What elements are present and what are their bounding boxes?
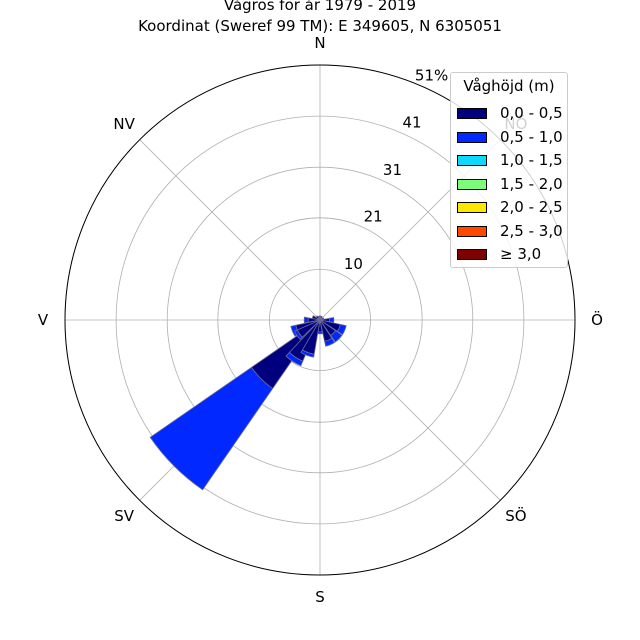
legend: Våghöjd (m) 0,0 - 0,5 0,5 - 1,0 1,0 - 1,5 1…	[450, 72, 568, 268]
legend-label: 1,5 - 2,0	[500, 174, 563, 193]
radial-tick-label: 41	[402, 114, 421, 132]
compass-label: N	[314, 34, 325, 52]
legend-label: ≥ 3,0	[500, 245, 542, 263]
radial-tick-label: 10	[344, 255, 363, 273]
legend-swatch	[457, 225, 487, 237]
compass-label: SÖ	[505, 506, 526, 525]
polar-grid	[64, 64, 576, 576]
grid-spoke	[139, 139, 321, 321]
grid-spoke	[319, 319, 501, 501]
rose-bar-sector0-bin1	[285, 351, 304, 367]
rose-bar-V-bin1	[303, 316, 309, 324]
compass-label: SV	[114, 507, 135, 525]
rose-bar-NNV-bin0	[317, 315, 321, 321]
legend-swatch	[457, 249, 487, 260]
rose-bars	[149, 315, 347, 491]
radial-tick-label: 51%	[415, 66, 448, 84]
polar-frame	[64, 64, 576, 576]
legend-label: 0,5 - 1,0	[500, 127, 563, 146]
legend-entry: 2,0 - 2,5	[457, 197, 567, 219]
rose-bar-sector2-bin1	[294, 329, 303, 340]
legend-label: 2,0 - 2,5	[500, 198, 563, 216]
compass-label: S	[315, 588, 325, 606]
radial-tick-label: 21	[364, 208, 383, 226]
legend-entry: ≥ 3,0	[457, 244, 567, 266]
legend-swatch	[457, 155, 487, 166]
rose-bar-SÖ-bin1	[330, 330, 343, 343]
legend-entry: 0,5 - 1,0	[457, 127, 567, 149]
legend-swatch	[457, 202, 487, 213]
legend-swatch	[457, 178, 487, 190]
chart-subtitle: Koordinat (Sweref 99 TM): E 349605, N 63…	[138, 17, 502, 35]
legend-entry: 0,0 - 0,5	[457, 103, 567, 125]
rose-bar-sector1-bin1	[300, 349, 315, 358]
rose-bar-SSÖ-bin1	[324, 337, 336, 347]
compass-label: V	[38, 311, 49, 329]
legend-entry: 1,0 - 1,5	[457, 150, 567, 172]
radial-tick-label: 31	[383, 161, 402, 179]
rose-bar-SV-bin1	[149, 366, 274, 491]
chart-title: Vågros för år 1979 - 2019	[223, 0, 417, 14]
compass-label: Ö	[591, 310, 603, 329]
legend-title: Våghöjd (m)	[463, 77, 555, 95]
legend-label: 1,0 - 1,5	[500, 151, 563, 169]
legend-label: 0,0 - 0,5	[500, 104, 563, 122]
legend-label: 2,5 - 3,0	[500, 221, 563, 240]
rose-bar-Ö-bin1	[328, 317, 335, 323]
legend-swatch	[457, 131, 487, 143]
legend-swatch	[457, 108, 487, 119]
compass-label: NV	[113, 115, 135, 133]
legend-entry: 2,5 - 3,0	[457, 221, 567, 243]
legend-entry: 1,5 - 2,0	[457, 174, 567, 196]
rose-bar-ÖSÖ-bin1	[336, 323, 347, 336]
